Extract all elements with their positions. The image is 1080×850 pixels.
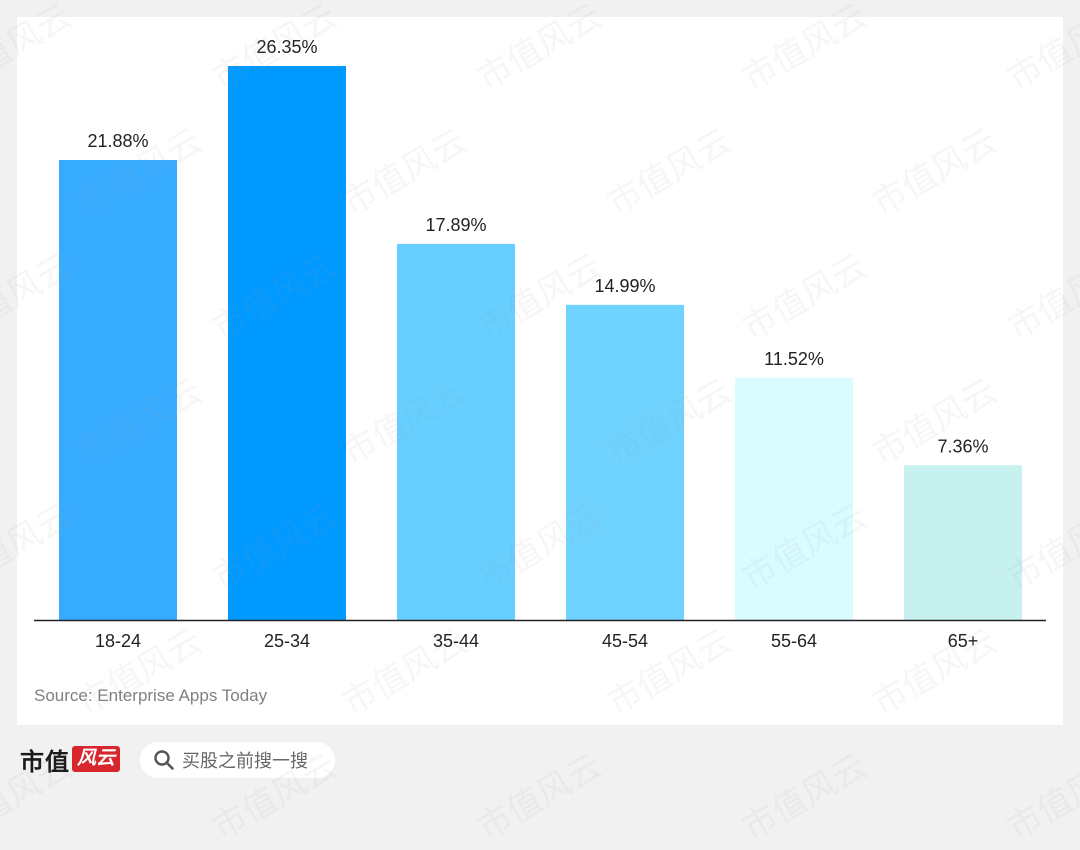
brand-text: 市值 xyxy=(20,749,70,776)
x-tick-label-65+: 65+ xyxy=(948,631,979,651)
data-label-55-64: 11.52% xyxy=(764,349,824,369)
search-box[interactable]: 买股之前搜一搜 xyxy=(140,742,335,778)
brand-logo[interactable]: 市值 风云 xyxy=(20,744,121,776)
bar-55-64 xyxy=(735,377,853,620)
data-label-45-54: 14.99% xyxy=(594,276,655,296)
bar-18-24 xyxy=(59,159,177,620)
data-label-25-34: 26.35% xyxy=(256,37,317,57)
bar-chart: 21.88% 18-24 26.35% 25-34 17.89% 35-44 14.99% 4… xyxy=(34,37,1046,651)
chart-source: Source: Enterprise Apps Today xyxy=(34,686,268,705)
x-tick-label-35-44: 35-44 xyxy=(433,631,479,651)
x-tick-label-25-34: 25-34 xyxy=(264,631,310,651)
bar-65+ xyxy=(904,465,1022,620)
x-tick-label-45-54: 45-54 xyxy=(602,631,648,651)
x-tick-label-18-24: 18-24 xyxy=(95,631,141,651)
search-placeholder: 买股之前搜一搜 xyxy=(182,751,308,771)
x-tick-label-55-64: 55-64 xyxy=(771,631,817,651)
bar-35-44 xyxy=(397,243,515,620)
data-label-35-44: 17.89% xyxy=(425,215,486,235)
footer-bar: 市值 风云 买股之前搜一搜 xyxy=(0,726,1080,795)
data-label-65+: 7.36% xyxy=(937,436,988,456)
bar-45-54 xyxy=(566,304,684,620)
brand-seal: 风云 xyxy=(72,746,121,772)
search-icon xyxy=(154,750,174,770)
data-label-18-24: 21.88% xyxy=(87,131,148,151)
bar-25-34 xyxy=(228,66,346,620)
chart-card: 21.88% 18-24 26.35% 25-34 17.89% 35-44 14.99% 4… xyxy=(17,17,1063,725)
